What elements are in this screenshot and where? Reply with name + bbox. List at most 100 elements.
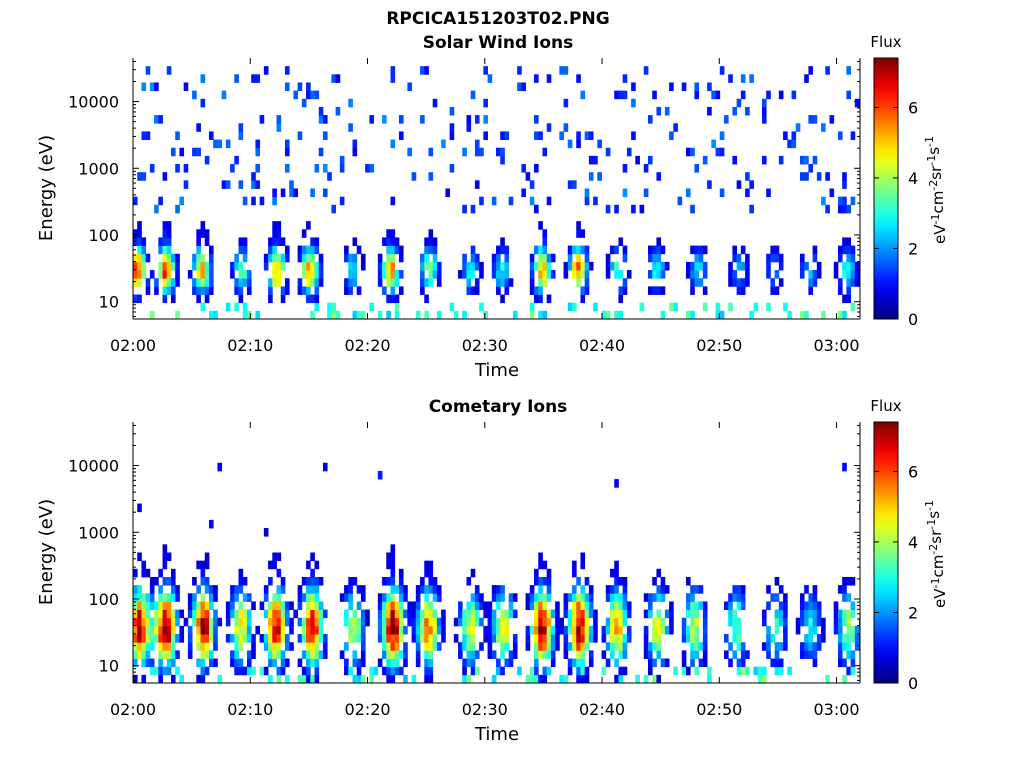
spectrogram-cell: [698, 642, 704, 651]
colorbar-title: Flux: [870, 33, 901, 51]
spectrogram-cell: [162, 666, 168, 676]
spectrogram-cell: [187, 593, 193, 602]
spectrogram-cell: [550, 270, 556, 279]
spectrogram-cell: [251, 634, 256, 643]
spectrogram-cell: [732, 106, 738, 116]
spectrogram-cell: [576, 658, 581, 668]
colorbar-title: Flux: [870, 397, 901, 415]
spectrogram-cell: [208, 131, 214, 140]
spectrogram-cell: [538, 310, 543, 320]
spectrogram-cell: [331, 74, 337, 83]
spectrogram-cell: [643, 593, 649, 602]
spectrogram-cell: [314, 658, 320, 668]
spectrogram-cell: [576, 221, 581, 230]
spectrogram-cell: [268, 576, 273, 586]
spectrogram-cell: [572, 302, 577, 312]
spectrogram-cell: [508, 196, 514, 206]
spectrogram-cell: [660, 245, 666, 255]
spectrogram-cell: [251, 74, 256, 83]
spectrogram-cell: [588, 634, 594, 643]
colorbar-tick-label: 4: [908, 533, 918, 552]
spectrogram-cell: [331, 310, 337, 320]
spectrogram-cell: [217, 674, 223, 684]
spectrogram-cell: [154, 609, 159, 619]
spectrogram-cell: [238, 568, 244, 578]
spectrogram-cell: [491, 625, 497, 635]
spectrogram-cell: [622, 74, 628, 83]
spectrogram-cell: [808, 164, 814, 173]
spectrogram-cell: [559, 674, 564, 684]
spectrogram-cell: [230, 650, 235, 659]
spectrogram-cell: [348, 625, 353, 635]
spectrogram-cell: [812, 625, 818, 635]
spectrogram-cell: [812, 650, 818, 659]
spectrogram-cell: [559, 66, 564, 75]
spectrogram-cell: [322, 115, 328, 124]
spectrogram-cell: [310, 237, 315, 246]
spectrogram-cell: [580, 229, 586, 238]
spectrogram-cell: [669, 601, 674, 610]
spectrogram-cell: [141, 617, 147, 627]
spectrogram-cell: [394, 302, 400, 312]
spectrogram-cell: [352, 278, 358, 287]
spectrogram-cell: [255, 164, 261, 173]
spectrogram-cell: [133, 642, 138, 651]
spectrogram-cell: [580, 593, 586, 602]
spectrogram-cell: [622, 585, 628, 594]
spectrogram-cell: [204, 278, 210, 287]
spectrogram-cell: [428, 642, 434, 651]
spectrogram-cell: [386, 593, 391, 602]
spectrogram-cell: [280, 634, 286, 643]
spectrogram-cell: [816, 617, 822, 627]
spectrogram-cell: [390, 237, 396, 246]
spectrogram-cell: [799, 172, 805, 181]
spectrogram-cell: [162, 552, 168, 562]
spectrogram-cell: [162, 294, 168, 304]
spectrogram-cell: [648, 253, 653, 263]
spectrogram-cell: [719, 131, 725, 140]
spectrogram-cell: [424, 625, 429, 635]
spectrogram-cell: [812, 601, 818, 610]
spectrogram-cell: [424, 601, 429, 610]
spectrogram-cell: [306, 658, 311, 668]
spectrogram-cell: [470, 601, 476, 610]
spectrogram-cell: [234, 155, 239, 165]
spectrogram-cell: [508, 658, 514, 668]
spectrogram-cell: [263, 666, 269, 676]
spectrogram-cell: [415, 609, 421, 619]
spectrogram-cell: [500, 245, 505, 255]
spectrogram-cell: [314, 164, 320, 173]
spectrogram-cell: [137, 585, 142, 594]
spectrogram-cell: [466, 617, 472, 627]
spectrogram-cell: [837, 196, 843, 206]
spectrogram-cell: [141, 642, 147, 651]
spectrogram-cell: [643, 634, 649, 643]
spectrogram-cell: [289, 180, 294, 189]
y-tick-label: 100: [88, 590, 119, 609]
spectrogram-cell: [567, 302, 573, 312]
spectrogram-cell: [681, 617, 687, 627]
spectrogram-cell: [538, 552, 543, 562]
spectrogram-cell: [534, 576, 539, 586]
spectrogram-cell: [833, 609, 839, 619]
spectrogram-cell: [183, 617, 189, 627]
spectrogram-cell: [200, 634, 206, 643]
spectrogram-cell: [787, 310, 792, 320]
spectrogram-cell: [783, 642, 788, 651]
spectrogram-cell: [310, 90, 315, 100]
spectrogram-cell: [462, 666, 467, 676]
spectrogram-cell: [225, 302, 231, 312]
spectrogram-cell: [175, 278, 180, 287]
spectrogram-cell: [732, 585, 738, 594]
spectrogram-cell: [187, 634, 193, 643]
spectrogram-cell: [280, 188, 286, 198]
spectrogram-cell: [348, 666, 353, 676]
spectrogram-cell: [208, 617, 214, 627]
spectrogram-cell: [432, 253, 438, 263]
spectrogram-cell: [360, 625, 366, 635]
spectrogram-cell: [850, 278, 856, 287]
spectrogram-cell: [550, 642, 556, 651]
x-axis-ticks: 02:00 02:10 02:20 02:30 02:40 02:50 03:00: [110, 422, 860, 719]
spectrogram-cell: [263, 634, 269, 643]
spectrogram-cell: [352, 634, 358, 643]
